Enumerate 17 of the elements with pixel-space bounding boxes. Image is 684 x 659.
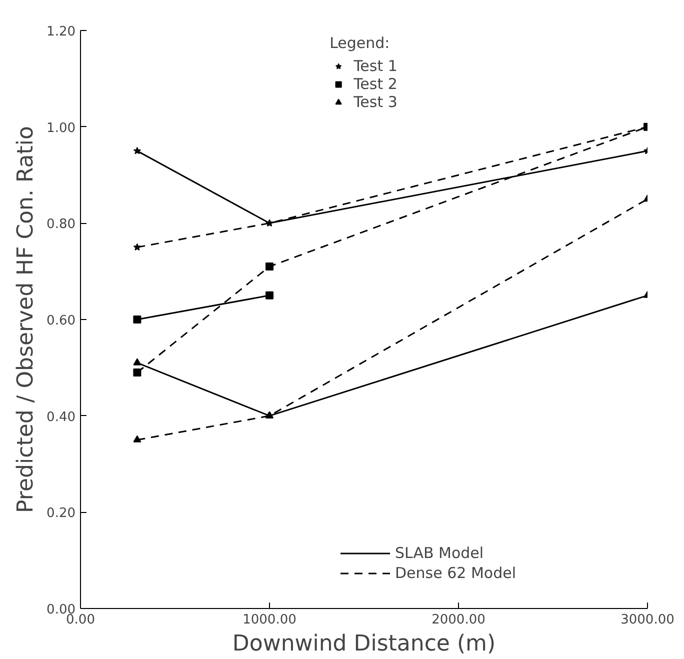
y-tick-label: 1.00	[46, 120, 76, 136]
legend-label: Test 3	[354, 93, 398, 111]
legend-label: Test 1	[354, 57, 398, 75]
x-axis-title: Downwind Distance (m)	[232, 632, 496, 656]
annotation: Dense 62 Model	[395, 564, 516, 582]
x-tick-label: 1000.00	[242, 612, 296, 628]
legend-label: Test 2	[354, 75, 398, 93]
y-tick-label: 0.40	[46, 410, 76, 425]
y-tick-label: 1.20	[46, 24, 76, 40]
y-tick-label: 0.60	[46, 314, 76, 328]
y-tick-label: 0.80	[46, 217, 76, 232]
annotation: SLAB Model	[395, 544, 484, 562]
x-tick-label: 2000.00	[432, 612, 486, 628]
x-tick-label: 3000.00	[620, 612, 674, 628]
y-axis-title: Predicted / Observed HF Con. Ratio	[14, 126, 39, 513]
y-tick-label: 0.20	[46, 506, 76, 522]
legend-title: Legend:	[330, 34, 391, 52]
